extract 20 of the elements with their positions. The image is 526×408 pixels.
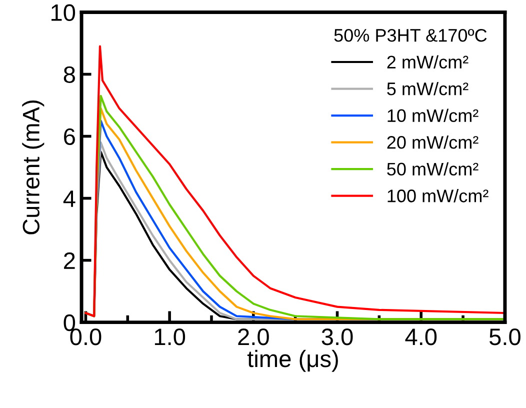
legend-label: 100 mW/cm²	[388, 189, 488, 202]
x-tick-label: 2.0	[238, 328, 269, 346]
x-tick-label: 4.0	[405, 328, 437, 346]
y-tick-label: 10	[52, 4, 76, 22]
x-tick-label: 1.0	[154, 328, 186, 346]
legend-label: 5 mW/cm²	[387, 82, 468, 96]
legend-title: 50% P3HT &170ºC	[334, 28, 487, 42]
legend-label: 20 mW/cm²	[387, 136, 478, 149]
line-series	[84, 45, 505, 318]
y-tick-label: 2	[64, 252, 75, 269]
y-tick-label: 6	[64, 128, 75, 146]
y-tick-label: 8	[64, 66, 75, 84]
y-axis-title: Current (mA)	[22, 100, 44, 234]
y-tick-label: 4	[63, 190, 76, 207]
legend-label: 10 mW/cm²	[388, 108, 478, 122]
legend-label: 2 mW/cm²	[387, 55, 468, 69]
legend-label: 50 mW/cm²	[387, 162, 478, 176]
x-tick-label: 5.0	[489, 328, 520, 346]
x-axis-title: time (μs)	[247, 350, 338, 372]
x-tick-label: 3.0	[322, 328, 353, 346]
